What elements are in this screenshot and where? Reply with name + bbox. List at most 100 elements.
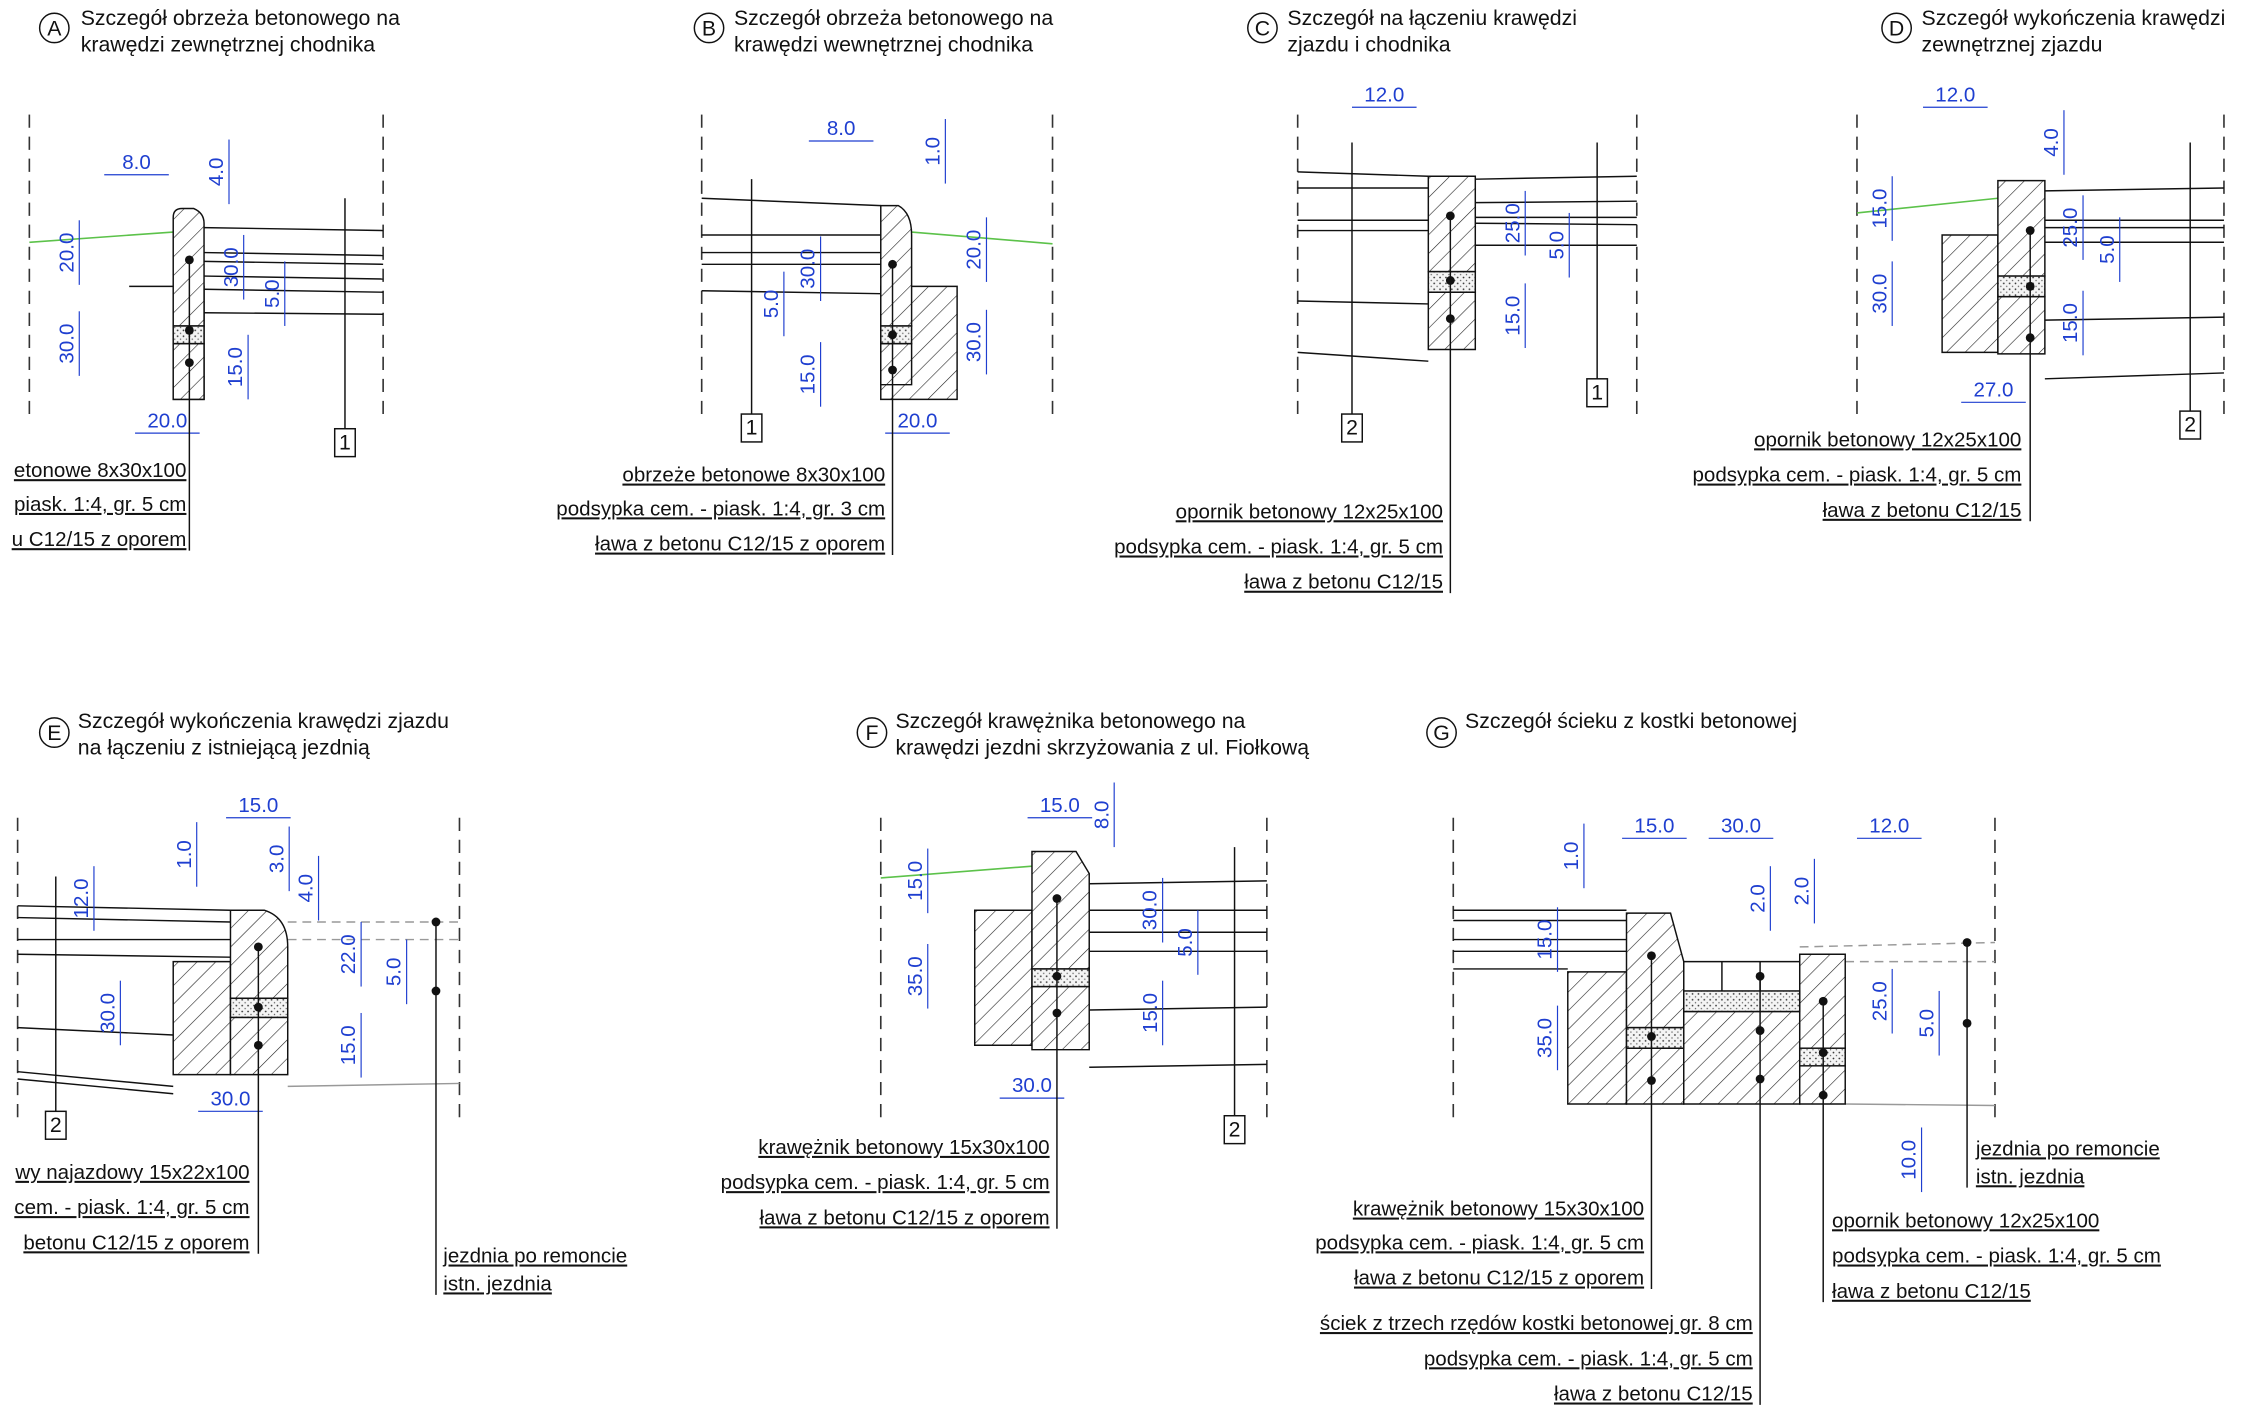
dimension: 35.0	[904, 956, 927, 996]
leader-dot	[888, 365, 897, 375]
concrete-element	[1997, 295, 2046, 355]
dimension: 25.0	[2059, 208, 2082, 248]
leader-dot	[2025, 281, 2035, 291]
detail-letter: G	[1433, 721, 1450, 745]
leader-dot	[184, 255, 194, 265]
terrain-line	[1856, 197, 1998, 214]
material-label: ława z betonu C12/15	[1823, 499, 2022, 522]
dimension: 8.0	[827, 117, 856, 140]
dimension: 30.0	[963, 322, 986, 362]
terrain-line	[880, 865, 1033, 879]
leader-dot	[1647, 1032, 1656, 1041]
dimension: 30.0	[1721, 814, 1761, 837]
detail-letter: C	[1255, 16, 1270, 40]
dimension: 12.0	[1869, 814, 1909, 837]
layer-line	[2044, 316, 2224, 321]
concrete-element	[1625, 1047, 1685, 1105]
concrete-element	[1625, 912, 1685, 1029]
detail-title: Szczegół na łączeniu krawędzi	[1287, 6, 1577, 30]
detail-title: Szczegół krawężnika betonowego na	[895, 709, 1245, 733]
dimension: 8.0	[122, 151, 151, 174]
layer-line	[204, 275, 384, 280]
leader-dot	[184, 358, 194, 368]
detail-title: Szczegół wykończenia krawędzi	[1922, 6, 2226, 30]
detail-letter: B	[702, 16, 716, 40]
concrete-element	[1031, 850, 1090, 970]
detail-title: krawędzi wewnętrznej chodnika	[734, 32, 1033, 56]
detail-title: Szczegół obrzeża betonowego na	[81, 6, 400, 30]
material-label: obrzeże betonowe 8x30x100	[622, 464, 885, 487]
terrain-line	[29, 231, 174, 244]
dimension: 5.0	[760, 290, 783, 319]
concrete-element	[1683, 1010, 1801, 1105]
dimension: 5.0	[1174, 928, 1197, 957]
dimension: 20.0	[897, 409, 937, 432]
material-label: ława z betonu C12/15	[1832, 1280, 2031, 1303]
dimension: 15.0	[1868, 189, 1891, 229]
material-label: betonu C12/15 z oporem	[23, 1231, 249, 1254]
dimension: 30.0	[55, 324, 78, 364]
leader-dot	[1755, 1026, 1765, 1035]
material-label: ława z betonu C12/15 z oporem	[1354, 1267, 1644, 1290]
detail-title: krawędzi zewnętrznej chodnika	[81, 32, 375, 56]
layer-line	[1475, 200, 1637, 204]
dimension: 25.0	[1501, 203, 1524, 243]
layer-line	[1297, 300, 1429, 305]
road-line	[1845, 1103, 1995, 1107]
concrete-element	[172, 960, 232, 1076]
detail-title: krawędzi jezdni skrzyżowania z ul. Fiołk…	[895, 736, 1309, 760]
leader-dot	[253, 1040, 263, 1050]
concrete-element	[1567, 971, 1628, 1105]
dimension: 15.0	[337, 1025, 360, 1065]
material-label: opornik betonowy 12x25x100	[1754, 428, 2021, 451]
layer-line	[204, 260, 384, 266]
concrete-element	[1941, 234, 1999, 354]
detail-title: Szczegół wykończenia krawędzi zjazdu	[78, 709, 449, 733]
material-label: ława z betonu C12/15 z oporem	[759, 1206, 1049, 1229]
material-label: u C12/15 z oporem	[12, 528, 187, 551]
letter-circle	[1247, 12, 1278, 44]
layer-line	[2044, 187, 2224, 192]
dimension: 2.0	[1746, 884, 1769, 913]
dimension: 4.0	[295, 874, 318, 903]
material-label: ława z betonu C12/15	[1244, 571, 1443, 594]
dimension: 2.0	[1791, 877, 1814, 906]
leader-dot	[888, 259, 897, 269]
leader-dot	[1052, 971, 1062, 981]
detail: B Szczegół obrzeża betonowego nakrawędzi …	[556, 6, 1053, 556]
material-label: krawężnik betonowy 15x30x100	[1353, 1198, 1644, 1221]
detail-letter: A	[47, 16, 62, 40]
dimension: 15.0	[1040, 794, 1080, 817]
detail-letter: E	[47, 721, 61, 745]
marker-number: 1	[339, 430, 351, 454]
layer-line	[2044, 372, 2224, 380]
layer-line	[17, 905, 231, 911]
leader-dot	[1647, 1076, 1656, 1085]
material-label: istn. jezdnia	[443, 1272, 552, 1295]
material-label: etonowe 8x30x100	[14, 459, 187, 482]
material-label: ściek z trzech rzędów kostki betonowej g…	[1320, 1312, 1753, 1335]
dimension: 15.0	[1501, 296, 1524, 336]
detail: A Szczegół obrzeża betonowego nakrawędzi …	[12, 6, 400, 551]
dimension: 30.0	[797, 249, 820, 289]
material-label: jezdnia po remoncie	[442, 1245, 627, 1268]
dimension: 20.0	[55, 233, 78, 273]
dimension: 10.0	[1898, 1140, 1921, 1180]
marker-number: 1	[746, 416, 758, 440]
material-label: istn. jezdnia	[1976, 1165, 2085, 1188]
detail-title: Szczegół ścieku z kostki betonowej	[1465, 709, 1797, 733]
leader-dot	[2025, 333, 2035, 343]
material-label: opornik betonowy 12x25x100	[1176, 500, 1443, 523]
material-label: opornik betonowy 12x25x100	[1832, 1209, 2099, 1232]
marker-number: 2	[1346, 416, 1358, 440]
marker-box	[1223, 1114, 1246, 1145]
material-label: piask. 1:4, gr. 5 cm	[14, 493, 186, 516]
terrain-line	[911, 231, 1053, 245]
leader-dot	[431, 917, 441, 927]
dimension: 8.0	[1090, 801, 1113, 830]
dimension: 5.0	[383, 958, 406, 987]
leader-dot	[1755, 1074, 1765, 1084]
dimension: 15.0	[238, 794, 278, 817]
material-label: krawężnik betonowy 15x30x100	[758, 1136, 1049, 1159]
leader-dot	[1818, 996, 1828, 1006]
